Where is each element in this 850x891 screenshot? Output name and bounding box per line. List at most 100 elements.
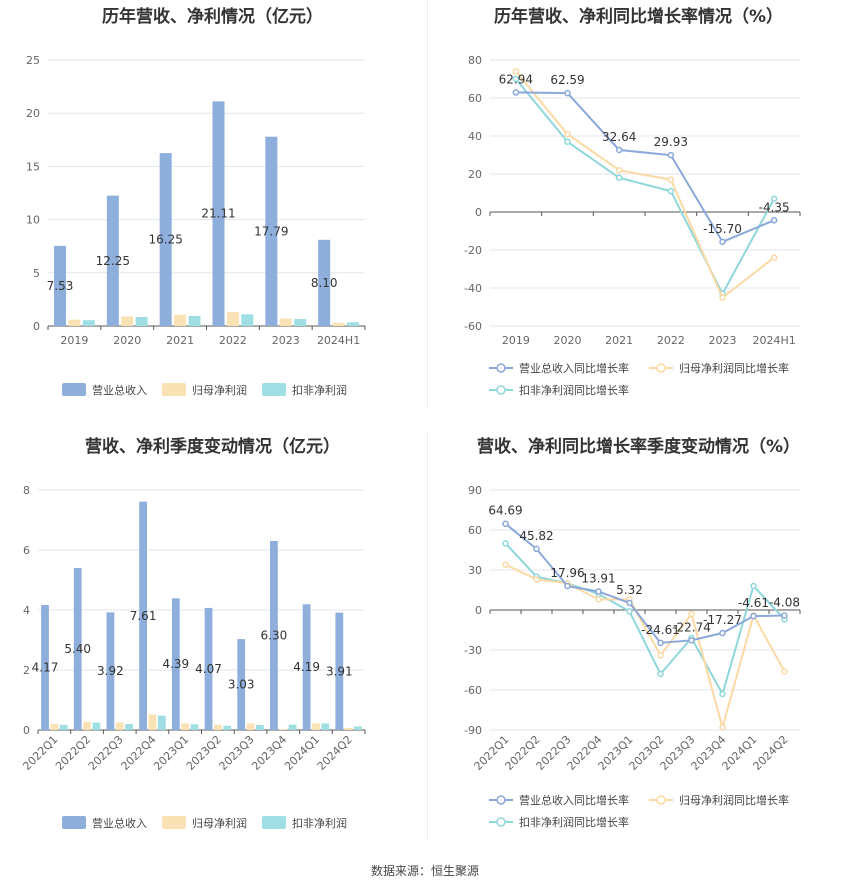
- bar-deducted-profit: [82, 320, 95, 326]
- series-line-2: [515, 78, 776, 296]
- line-point: [770, 254, 778, 261]
- legend-label: 扣非净利润同比增长率: [519, 815, 629, 829]
- bar-net-profit: [121, 316, 134, 326]
- legend-swatch: [62, 816, 86, 829]
- quarterly-growth-panel: 营收、净利同比增长率季度变动情况（%） -90 -60 -30 0 30 60 90 2022…: [427, 430, 850, 850]
- line-point: [615, 146, 623, 154]
- x-tick-label: 2024Q2: [315, 733, 355, 773]
- series-line-1: [505, 563, 786, 732]
- x-tick-label: 2021: [166, 334, 194, 347]
- legend-label: 归母净利润同比增长率: [679, 793, 789, 807]
- legend-label: 扣非净利润: [292, 383, 347, 397]
- x-tick-label: 2023Q2: [184, 733, 224, 773]
- bar-data-label: 6.30: [261, 629, 288, 643]
- data-source-label: 数据来源：恒生聚源: [370, 864, 479, 878]
- line-point: [502, 520, 509, 527]
- bar-net-profit: [332, 322, 345, 326]
- bar-deducted-profit: [354, 726, 362, 730]
- x-tick-label: 2019: [60, 334, 88, 347]
- line-point: [564, 138, 571, 145]
- y-tick-label: 20: [468, 168, 482, 181]
- bar-net-profit: [115, 722, 124, 730]
- bar-net-profit: [174, 314, 187, 326]
- legend-swatch: [162, 816, 186, 829]
- vertical-divider-top: [427, 0, 428, 408]
- line-data-label: 32.64: [602, 130, 636, 144]
- y-tick-label: 60: [468, 92, 482, 105]
- x-tick-label: 2023: [272, 334, 300, 347]
- line-point: [595, 596, 602, 603]
- y-tick-label: 15: [26, 160, 40, 173]
- series-line-0: [515, 91, 775, 244]
- bar-data-label: 16.25: [149, 233, 183, 247]
- y-tick-label: 4: [23, 604, 30, 617]
- line-data-label: 13.91: [581, 571, 615, 585]
- bar-revenue: [171, 598, 180, 730]
- line-data-label: -4.08: [769, 595, 800, 609]
- line-point: [657, 670, 664, 678]
- line-point: [564, 130, 571, 138]
- bar-deducted-profit: [288, 724, 297, 730]
- y-tick-label: 90: [468, 484, 482, 497]
- y-tick-label: 20: [26, 107, 40, 120]
- bar-deducted-profit: [92, 722, 101, 730]
- x-tick-label: 2023Q3: [217, 733, 257, 773]
- legend-label: 归母净利润: [192, 816, 247, 830]
- bar-data-label: 17.79: [254, 224, 288, 238]
- legend-swatch-marker: [656, 363, 666, 373]
- line-point: [688, 610, 695, 618]
- x-tick-label: 2024Q2: [751, 733, 791, 773]
- x-tick-label: 2023Q1: [151, 733, 191, 773]
- bar-data-label: 4.39: [162, 657, 189, 671]
- bar-net-profit: [226, 312, 239, 326]
- legend-swatch: [62, 383, 86, 396]
- legend-swatch-marker: [496, 795, 506, 805]
- x-tick-label: 2022Q3: [86, 733, 126, 773]
- y-tick-label: 2: [23, 664, 30, 677]
- y-tick-label: -40: [464, 282, 482, 295]
- bar-net-profit: [68, 319, 81, 326]
- bar-revenue: [265, 136, 278, 326]
- bar-net-profit: [83, 721, 91, 730]
- line-data-label: 62.94: [499, 72, 533, 86]
- y-tick-label: 30: [468, 564, 482, 577]
- vertical-divider-bottom: [427, 432, 428, 840]
- y-tick-label: 5: [33, 267, 40, 280]
- line-data-label: 45.82: [519, 529, 553, 543]
- y-tick-label: 0: [33, 320, 40, 333]
- quarterly-amount-panel: 营收、净利季度变动情况（亿元） 0 2 4 6 8 2022Q1 2022Q2 2022Q3 2…: [0, 430, 425, 850]
- line-data-label: -22.74: [672, 620, 711, 634]
- y-tick-label: -20: [464, 244, 482, 257]
- bar-revenue: [54, 245, 67, 326]
- bar-deducted-profit: [321, 723, 330, 730]
- line-data-label: -24.61: [641, 623, 680, 637]
- line-point: [533, 576, 540, 583]
- line-point: [667, 151, 675, 159]
- legend-swatch: [262, 383, 286, 396]
- line-point: [595, 588, 602, 595]
- bar-data-label: 4.07: [195, 662, 222, 676]
- annual-growth-panel: 历年营收、净利同比增长率情况（%） -60 -40 -20 0 20 40 60 80 2019…: [427, 0, 850, 420]
- bar-deducted-profit: [294, 319, 307, 326]
- x-tick-label: 2022Q1: [20, 733, 60, 773]
- bar-deducted-profit: [223, 725, 232, 730]
- bar-revenue: [41, 604, 49, 730]
- line-point: [512, 68, 520, 75]
- line-point: [719, 629, 726, 637]
- bar-net-profit: [181, 723, 190, 730]
- bar-net-profit: [50, 724, 59, 730]
- line-point: [719, 238, 726, 246]
- bar-deducted-profit: [59, 724, 68, 730]
- series-line-2: [504, 542, 786, 697]
- y-tick-label: 8: [23, 484, 30, 497]
- bar-deducted-profit: [241, 314, 254, 326]
- bar-deducted-profit: [190, 724, 199, 730]
- bar-deducted-profit: [125, 724, 133, 730]
- x-tick-label: 2021: [605, 334, 633, 347]
- line-point: [533, 545, 540, 553]
- x-tick-label: 2024H1: [317, 334, 360, 347]
- bar-revenue: [139, 501, 147, 730]
- bar-deducted-profit: [256, 724, 264, 730]
- y-tick-label: 0: [475, 206, 482, 219]
- line-data-label: 29.93: [654, 135, 688, 149]
